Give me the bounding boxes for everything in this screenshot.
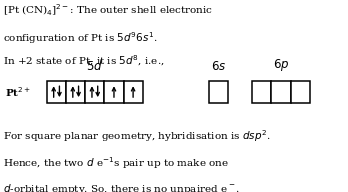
Text: For square planar geometry, hybridisation is $dsp^2$.: For square planar geometry, hybridisatio… <box>3 129 271 144</box>
Text: Hence, the two $d$ e$^{-1}$s pair up to make one: Hence, the two $d$ e$^{-1}$s pair up to … <box>3 156 230 171</box>
Bar <box>271 81 291 103</box>
Bar <box>124 81 143 103</box>
Bar <box>291 81 310 103</box>
Text: [Pt (CN)$_4$]$^{2-}$: The outer shell electronic: [Pt (CN)$_4$]$^{2-}$: The outer shell el… <box>3 3 214 18</box>
Bar <box>209 81 228 103</box>
Text: In +2 state of Pt, it is $5d^8$, i.e.,: In +2 state of Pt, it is $5d^8$, i.e., <box>3 54 165 68</box>
Text: $6p$: $6p$ <box>273 57 289 73</box>
Bar <box>252 81 271 103</box>
Bar <box>104 81 124 103</box>
Bar <box>66 81 85 103</box>
Bar <box>85 81 104 103</box>
Text: $6s$: $6s$ <box>211 60 226 73</box>
Text: configuration of Pt is $5d^96s^1$.: configuration of Pt is $5d^96s^1$. <box>3 30 158 46</box>
Text: Pt$^{2+}$: Pt$^{2+}$ <box>5 85 31 98</box>
Text: $5d$: $5d$ <box>86 59 103 73</box>
Text: $d$-orbital empty. So, there is no unpaired e$^-$.: $d$-orbital empty. So, there is no unpai… <box>3 182 241 192</box>
Bar <box>47 81 66 103</box>
